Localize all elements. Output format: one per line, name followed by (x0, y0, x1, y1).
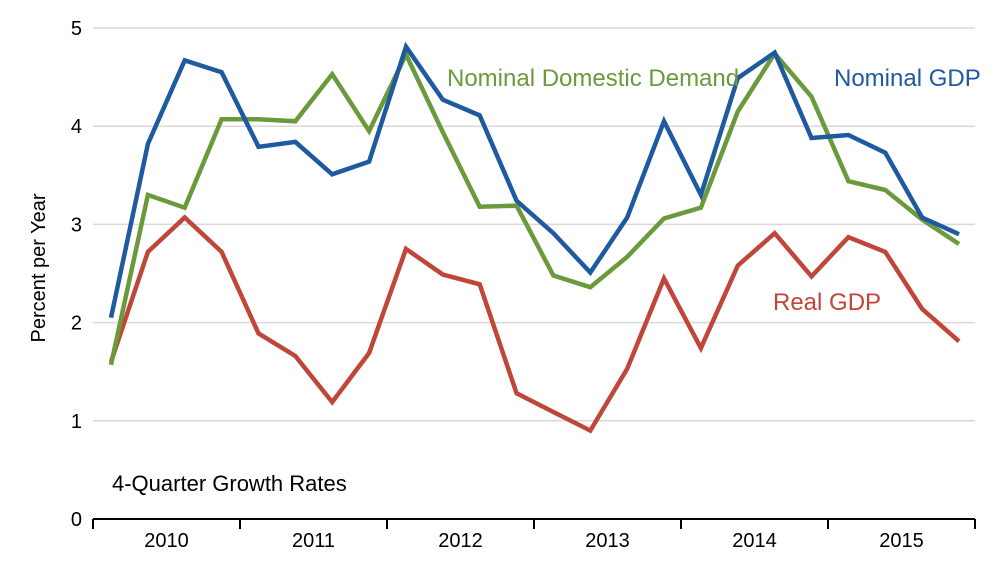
y-tick-label: 4 (71, 116, 82, 138)
x-tick-label: 2015 (879, 530, 924, 552)
legend-label-nominal-domestic-demand: Nominal Domestic Demand (447, 65, 739, 92)
series-lines (108, 41, 961, 434)
legend-label-nominal-gdp: Nominal GDP (834, 65, 981, 92)
y-tick-label: 5 (71, 18, 82, 40)
x-axis: 2010 2011 2012 2013 2014 2015 (92, 518, 976, 552)
x-tick-label: 2013 (585, 530, 630, 552)
y-axis-title: Percent per Year (28, 193, 50, 342)
y-tick-label: 0 (71, 509, 82, 531)
y-tick-label: 3 (71, 214, 82, 236)
series-line-real-gdp (108, 214, 961, 434)
x-tick-label: 2010 (144, 530, 189, 552)
y-tick-label: 1 (71, 411, 82, 433)
series-line-nominal-gdp (108, 41, 960, 319)
y-axis: 0 1 2 3 4 5 (71, 18, 82, 531)
x-tick-label: 2014 (732, 530, 777, 552)
y-tick-label: 2 (71, 313, 82, 335)
x-tick-label: 2012 (438, 530, 483, 552)
gridlines (93, 27, 975, 422)
legend-label-real-gdp: Real GDP (773, 289, 881, 316)
series-line-nominal-domestic-demand (108, 49, 961, 366)
growth-rates-annotation: 4-Quarter Growth Rates (112, 471, 347, 496)
x-tick-label: 2011 (292, 530, 335, 552)
